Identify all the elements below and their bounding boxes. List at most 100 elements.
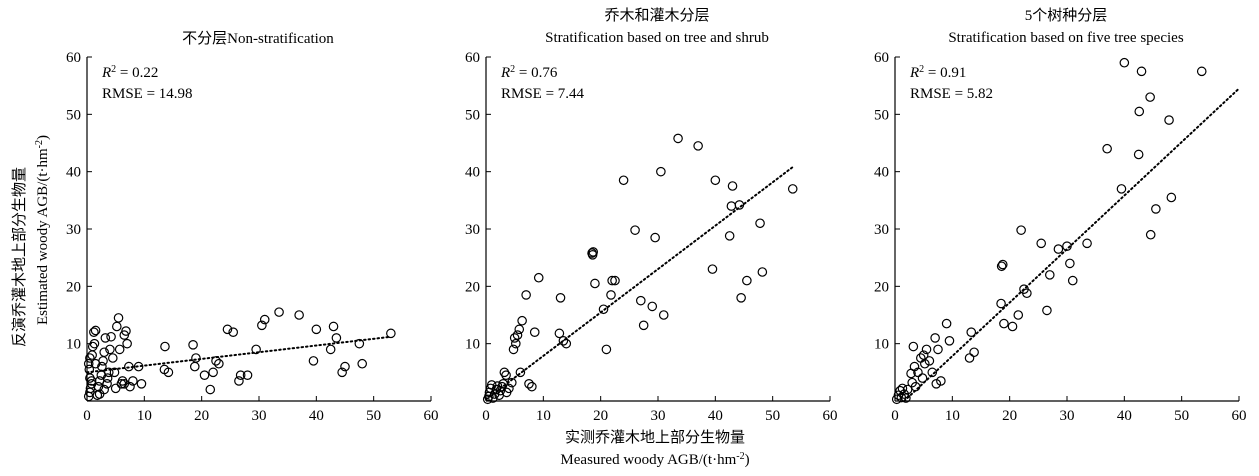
y-tick-label: 20	[465, 279, 480, 295]
data-point	[1053, 244, 1064, 254]
y-tick-label: 60	[66, 50, 81, 66]
data-point	[927, 367, 938, 378]
data-point	[122, 338, 132, 349]
data-point	[189, 361, 200, 372]
data-point	[521, 290, 531, 300]
x-tick-label: 50	[1174, 408, 1189, 424]
data-point	[509, 333, 520, 343]
data-point	[99, 347, 109, 358]
data-point	[89, 338, 100, 349]
data-point	[235, 370, 246, 380]
data-point	[1134, 106, 1145, 117]
data-point	[124, 361, 134, 372]
y-tick-label: 50	[874, 107, 889, 123]
data-point	[84, 364, 95, 375]
data-point	[102, 373, 113, 383]
x-tick-label: 30	[651, 408, 666, 424]
data-point	[1036, 238, 1046, 249]
data-point	[499, 367, 510, 378]
trend-line	[86, 335, 392, 374]
data-point	[188, 340, 198, 350]
data-point	[724, 231, 735, 241]
data-point	[673, 133, 683, 144]
x-tick-label: 30	[1060, 408, 1075, 424]
data-point	[1082, 238, 1092, 249]
x-tick-label: 10	[945, 408, 960, 424]
trend-line	[903, 87, 1240, 402]
data-point	[1133, 149, 1144, 160]
data-point	[787, 184, 798, 194]
data-point	[251, 344, 261, 355]
data-point	[966, 327, 977, 337]
data-point	[311, 324, 322, 335]
data-point	[964, 353, 975, 363]
data-point	[121, 326, 131, 336]
data-point	[214, 358, 224, 369]
data-point	[1145, 92, 1155, 102]
data-point	[635, 295, 646, 306]
data-point	[1065, 258, 1075, 269]
data-point	[102, 378, 112, 389]
x-tick-label: 60	[823, 408, 838, 424]
panel-2-r2: R2 = 0.76	[500, 64, 558, 82]
data-point	[1136, 66, 1147, 77]
data-point	[996, 261, 1007, 272]
data-point	[726, 201, 737, 211]
data-point	[757, 267, 768, 277]
chart-panel-3: 5个树种分层 Stratification based on five tree…	[874, 7, 1247, 424]
panel-1-title: 不分层Non-stratification	[182, 30, 334, 47]
panel-3-rmse: RMSE = 5.82	[910, 86, 993, 102]
y-tick-label: 50	[66, 107, 81, 123]
data-point	[133, 361, 144, 372]
data-point	[658, 310, 669, 320]
data-point	[331, 333, 342, 343]
data-point	[554, 328, 565, 339]
data-point	[533, 272, 544, 283]
y-tick-label: 40	[465, 165, 480, 181]
data-point	[607, 275, 617, 286]
data-point	[109, 367, 120, 378]
data-point	[650, 232, 660, 243]
data-point	[588, 247, 599, 257]
data-point	[1045, 270, 1055, 280]
y-tick-label: 50	[465, 107, 480, 123]
data-point	[936, 376, 946, 386]
data-point	[113, 313, 124, 323]
data-point	[259, 314, 270, 325]
data-point	[85, 353, 95, 363]
panel-3-r2: R2 = 0.91	[909, 64, 966, 82]
data-point	[515, 367, 526, 378]
data-point	[561, 338, 572, 349]
panel-2-rmse: RMSE = 7.44	[501, 86, 585, 102]
data-point	[734, 200, 745, 210]
data-point	[590, 278, 600, 289]
data-point	[944, 335, 955, 346]
data-point	[257, 320, 267, 331]
data-point	[896, 392, 907, 403]
data-point	[89, 327, 99, 337]
data-point	[910, 381, 921, 392]
y-axis-title-cn: 反演乔灌木地上部分生物量	[11, 167, 28, 347]
x-tick-label: 60	[1232, 408, 1247, 424]
data-point	[913, 367, 923, 378]
panel-3-title-cn: 5个树种分层	[1025, 7, 1108, 24]
data-point	[222, 324, 233, 335]
data-point	[100, 333, 111, 343]
data-point	[524, 378, 534, 389]
data-point	[308, 356, 319, 366]
data-point	[630, 225, 640, 235]
data-point	[357, 358, 367, 369]
data-point	[924, 356, 935, 366]
y-tick-label: 60	[465, 50, 480, 66]
x-axis-title-cn: 实测乔灌木地上部分生物量	[565, 429, 745, 446]
data-point	[638, 320, 649, 331]
y-tick-label: 40	[874, 165, 889, 181]
y-tick-label: 20	[874, 279, 889, 295]
data-point	[517, 315, 527, 326]
data-point	[917, 373, 928, 383]
data-point	[103, 367, 114, 378]
data-point	[86, 376, 97, 386]
data-point	[529, 327, 540, 337]
data-point	[1116, 184, 1127, 194]
data-point	[618, 175, 629, 186]
